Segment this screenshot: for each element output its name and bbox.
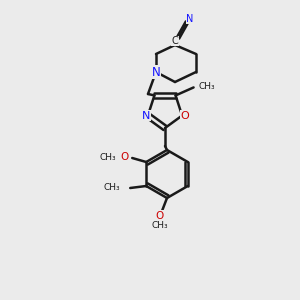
Text: O: O (181, 111, 190, 121)
Text: N: N (186, 14, 194, 24)
Text: O: O (156, 211, 164, 221)
Text: C: C (172, 36, 178, 46)
Text: N: N (152, 65, 160, 79)
Text: CH₃: CH₃ (152, 220, 168, 230)
Text: CH₃: CH₃ (100, 152, 116, 161)
Text: CH₃: CH₃ (199, 82, 215, 91)
Text: N: N (142, 111, 150, 121)
Text: CH₃: CH₃ (103, 184, 120, 193)
Text: O: O (120, 152, 128, 162)
